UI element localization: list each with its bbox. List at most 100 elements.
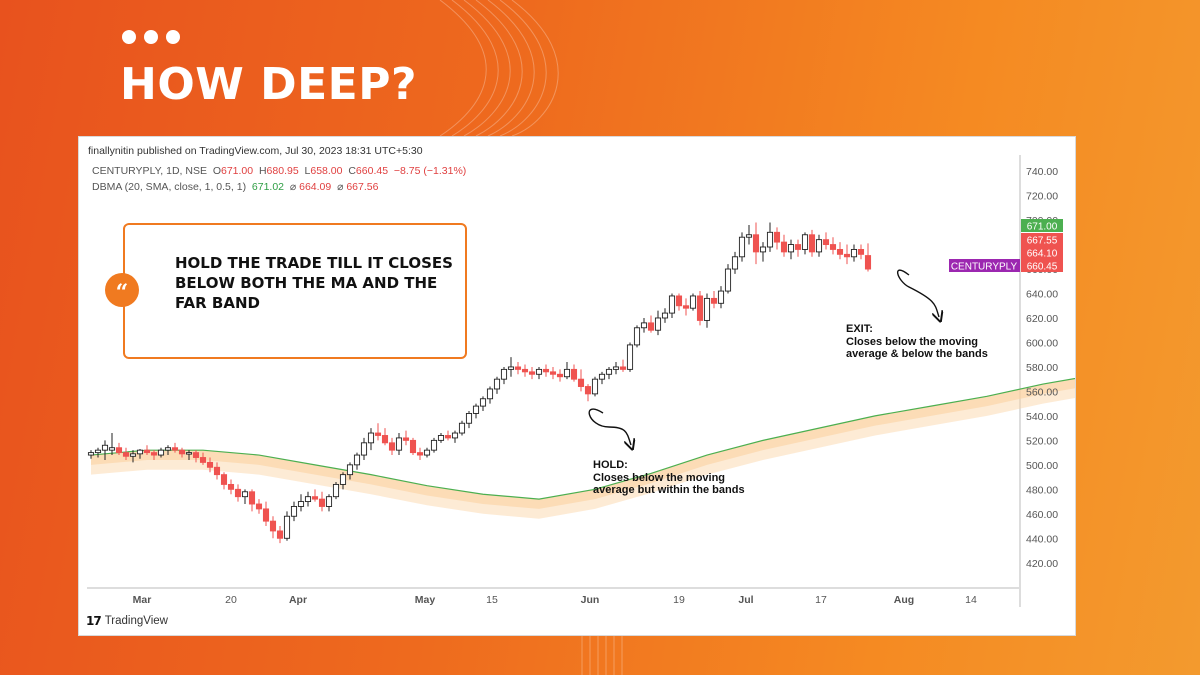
candle-body — [416, 452, 424, 456]
candle — [563, 362, 571, 380]
candle-body — [437, 435, 445, 441]
candle — [332, 481, 340, 500]
candle-body — [745, 234, 753, 238]
candle-body — [661, 312, 669, 319]
candle-body — [353, 454, 361, 466]
candle-body — [108, 447, 116, 451]
candle — [416, 447, 424, 460]
candle-body — [423, 449, 431, 456]
candle-body — [227, 483, 235, 490]
candle-body — [633, 327, 641, 346]
candle — [185, 450, 193, 460]
menu-dots-icon — [122, 30, 180, 44]
candle — [458, 420, 466, 436]
candle — [822, 232, 830, 250]
y-tick-label: 540.00 — [1026, 411, 1058, 423]
price-tag-label: 667.55 — [1027, 236, 1058, 247]
indicator-value-ma: 671.02 — [251, 181, 285, 193]
candle — [227, 479, 235, 495]
candle — [115, 442, 123, 456]
candle-body — [164, 447, 172, 451]
candle-body — [115, 447, 123, 454]
candle-body — [612, 366, 620, 370]
candle — [815, 234, 823, 257]
candle-body — [500, 368, 508, 380]
candle — [290, 501, 298, 522]
candle — [402, 430, 410, 446]
candle-body — [843, 253, 851, 258]
candle-body — [570, 368, 578, 380]
open-label: O — [212, 165, 221, 177]
candle — [220, 472, 228, 490]
candle-body — [178, 449, 186, 455]
exit-title: EXIT: — [846, 323, 873, 335]
candle — [661, 308, 669, 323]
candle-body — [402, 437, 410, 441]
candle — [94, 447, 102, 458]
candle — [640, 317, 648, 333]
candle-body — [206, 461, 214, 468]
candle-body — [507, 366, 515, 370]
candle — [787, 239, 795, 260]
candle — [549, 366, 557, 380]
candle-body — [311, 496, 319, 500]
candle-body — [234, 488, 242, 498]
callout-text: HOLD THE TRADE TILL IT CLOSES BELOW BOTH… — [175, 254, 453, 312]
candle-body — [703, 297, 711, 321]
candle — [451, 430, 459, 443]
candle — [353, 452, 361, 470]
candle — [591, 376, 599, 397]
candle-body — [668, 295, 676, 314]
candle — [584, 384, 592, 402]
candle-body — [850, 248, 858, 258]
low-label: L — [304, 165, 311, 177]
callout-box: HOLD THE TRADE TILL IT CLOSES BELOW BOTH… — [123, 223, 467, 359]
candle-body — [808, 234, 816, 253]
candle-body — [738, 236, 746, 258]
candle-body — [381, 435, 389, 444]
candle-body — [549, 371, 557, 375]
quote-icon: “ — [105, 273, 139, 307]
candle — [283, 511, 291, 541]
y-tick-label: 720.00 — [1026, 191, 1058, 203]
hold-annotation: HOLD: Closes below the moving average bu… — [593, 459, 745, 497]
candle-body — [514, 366, 522, 370]
candle — [129, 450, 137, 463]
candle — [654, 310, 662, 336]
x-tick-label: Mar — [133, 594, 152, 606]
tradingview-footer[interactable]: 17 TradingView — [86, 614, 168, 628]
candle — [731, 251, 739, 274]
candle-body — [101, 444, 109, 451]
candle — [192, 450, 200, 463]
candle — [178, 447, 186, 458]
candle-body — [346, 464, 354, 476]
candle — [570, 364, 578, 382]
candle-body — [486, 388, 494, 400]
candle-body — [318, 498, 326, 507]
candle-body — [276, 530, 284, 539]
candle — [101, 440, 109, 460]
candle — [577, 369, 585, 392]
x-tick-label: 15 — [486, 594, 498, 606]
exit-line: average & below the bands — [846, 348, 988, 360]
candle-body — [563, 368, 571, 378]
candle — [780, 234, 788, 257]
open-value: 671.00 — [220, 165, 254, 177]
indicator-line: DBMA (20, SMA, close, 1, 0.5, 1) 671.02 … — [92, 181, 378, 193]
candle — [843, 244, 851, 265]
candle-body — [836, 248, 844, 255]
price-tag-bg — [1021, 219, 1063, 232]
indicator-separator: ⌀ — [337, 181, 344, 193]
high-value: 680.95 — [266, 165, 299, 177]
candle — [556, 369, 564, 382]
candle — [136, 448, 144, 459]
candle — [367, 428, 375, 451]
candle-body — [325, 496, 333, 507]
y-tick-label: 560.00 — [1026, 386, 1058, 398]
candle-body — [696, 295, 704, 321]
close-value: 660.45 — [355, 165, 389, 177]
chart-svg[interactable]: 740.00720.00700.00680.00660.00640.00620.… — [79, 137, 1075, 635]
indicator-value-upper: 667.56 — [346, 181, 379, 193]
candle-body — [857, 248, 865, 255]
candle-body — [360, 442, 368, 456]
